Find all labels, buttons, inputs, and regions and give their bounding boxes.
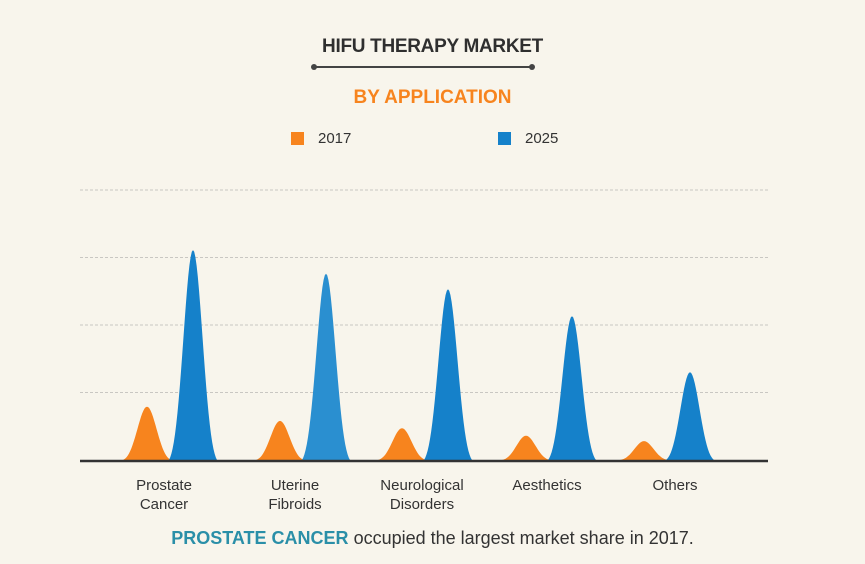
legend-item-2017: 2017 bbox=[291, 130, 351, 147]
x-tick-label-line: Prostate bbox=[136, 477, 192, 494]
x-tick-label-line: Fibroids bbox=[268, 496, 322, 513]
title-divider bbox=[311, 64, 535, 70]
peak-2025-aesthetics bbox=[548, 316, 596, 460]
x-tick-label: Prostate Cancer bbox=[94, 476, 234, 514]
peak-2017-uterine-fibroids bbox=[256, 420, 304, 460]
x-tick-label-line: Disorders bbox=[389, 496, 455, 513]
legend-label-2017: 2017 bbox=[318, 130, 352, 147]
peak-2017-neurological-disorders bbox=[378, 428, 426, 460]
legend-swatch-2025 bbox=[498, 132, 511, 145]
x-tick-label-line: Aesthetics bbox=[512, 477, 582, 494]
x-tick-label-line: Uterine bbox=[270, 477, 320, 494]
footer-caption: PROSTATE CANCER occupied the largest mar… bbox=[0, 528, 865, 549]
x-tick-label-line: Neurological bbox=[380, 477, 464, 494]
legend-item-2025: 2025 bbox=[498, 130, 558, 147]
x-tick-label: Neurological Disorders bbox=[352, 476, 492, 514]
x-tick-label: Others bbox=[605, 476, 745, 495]
footer-text: occupied the largest market share in 201… bbox=[348, 528, 694, 548]
peak-2017-others bbox=[620, 441, 668, 460]
peak-2025-others bbox=[666, 372, 714, 460]
peak-2017-prostate-cancer bbox=[123, 406, 171, 460]
x-tick-label: Aesthetics bbox=[477, 476, 617, 495]
peak-2025-neurological-disorders bbox=[424, 289, 472, 460]
x-tick-label-line: Cancer bbox=[139, 496, 189, 513]
legend-label-2025: 2025 bbox=[525, 130, 559, 147]
x-tick-label-line: Others bbox=[652, 477, 698, 494]
peak-2025-prostate-cancer bbox=[169, 250, 217, 460]
peak-2025-uterine-fibroids bbox=[302, 273, 350, 460]
chart-title: HIFU THERAPY MARKET bbox=[322, 36, 543, 57]
legend-swatch-2017 bbox=[291, 132, 304, 145]
x-tick-label: Uterine Fibroids bbox=[225, 476, 365, 514]
footer-highlight: PROSTATE CANCER bbox=[171, 528, 349, 548]
peak-2017-aesthetics bbox=[502, 435, 550, 460]
chart-subtitle: BY APPLICATION bbox=[353, 87, 512, 108]
